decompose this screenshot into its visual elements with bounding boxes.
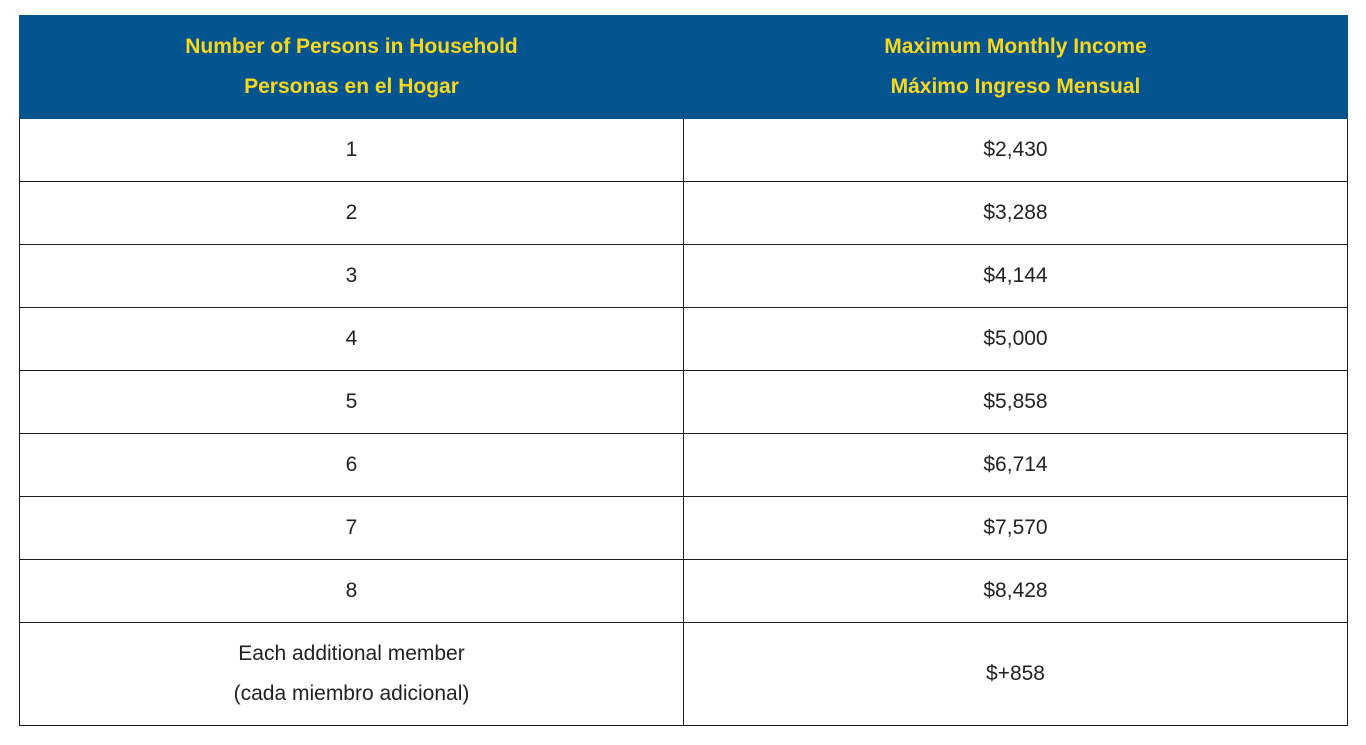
persons-cell: 3 [19, 244, 684, 308]
header-persons-english: Number of Persons in Household [185, 35, 518, 58]
persons-cell: 4 [19, 307, 684, 371]
header-maximum-monthly-income: Maximum Monthly Income Máximo Ingreso Me… [683, 15, 1348, 119]
persons-cell: 6 [19, 433, 684, 497]
persons-cell: 1 [19, 118, 684, 182]
income-limits-table: Number of Persons in Household Personas … [19, 15, 1348, 726]
header-income-spanish: Máximo Ingreso Mensual [890, 75, 1141, 98]
income-cell: $3,288 [683, 181, 1348, 245]
header-persons-spanish: Personas en el Hogar [244, 75, 459, 98]
income-cell: $6,714 [683, 433, 1348, 497]
additional-member-income-cell: $+858 [683, 622, 1348, 726]
income-cell: $5,000 [683, 307, 1348, 371]
income-limits-table-container: Number of Persons in Household Personas … [19, 15, 1348, 726]
table-row: 2 $3,288 [19, 181, 1348, 245]
income-cell: $5,858 [683, 370, 1348, 434]
additional-member-english: Each additional member [238, 642, 465, 665]
additional-member-row: Each additional member (cada miembro adi… [19, 622, 1348, 726]
income-cell: $2,430 [683, 118, 1348, 182]
header-persons-in-household: Number of Persons in Household Personas … [19, 15, 684, 119]
table-header-row: Number of Persons in Household Personas … [19, 15, 1348, 119]
table-row: 1 $2,430 [19, 118, 1348, 182]
persons-cell: 7 [19, 496, 684, 560]
table-row: 6 $6,714 [19, 433, 1348, 497]
persons-cell: 2 [19, 181, 684, 245]
income-cell: $4,144 [683, 244, 1348, 308]
table-row: 5 $5,858 [19, 370, 1348, 434]
table-row: 7 $7,570 [19, 496, 1348, 560]
additional-member-label-cell: Each additional member (cada miembro adi… [19, 622, 684, 726]
persons-cell: 8 [19, 559, 684, 623]
table-row: 4 $5,000 [19, 307, 1348, 371]
persons-cell: 5 [19, 370, 684, 434]
additional-member-spanish: (cada miembro adicional) [233, 682, 470, 705]
table-row: 3 $4,144 [19, 244, 1348, 308]
header-income-english: Maximum Monthly Income [884, 35, 1147, 58]
income-cell: $7,570 [683, 496, 1348, 560]
income-cell: $8,428 [683, 559, 1348, 623]
table-row: 8 $8,428 [19, 559, 1348, 623]
